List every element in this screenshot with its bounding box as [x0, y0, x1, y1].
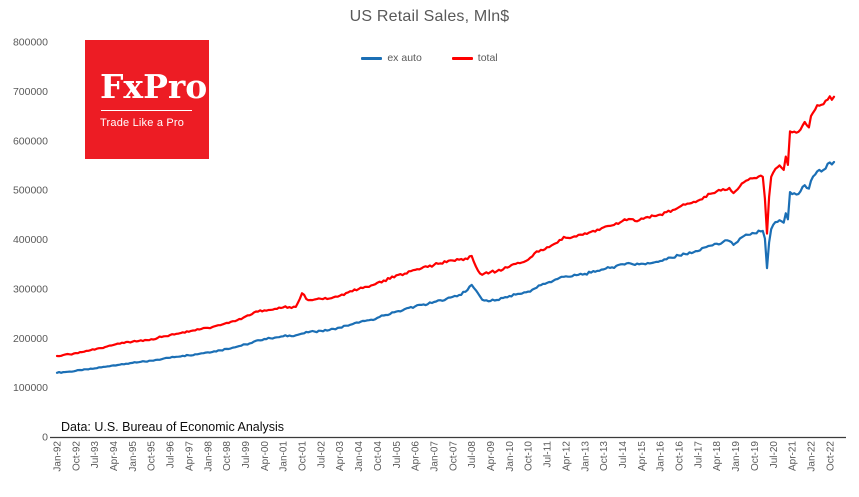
legend-swatch-total-icon: [451, 56, 473, 60]
fxpro-logo: FxPro Trade Like a Pro: [85, 40, 209, 159]
x-tick-label: Oct-19: [750, 441, 761, 471]
y-tick-label: 800000: [13, 37, 48, 49]
x-tick-label: Apr-06: [411, 441, 422, 471]
chart-legend: ex auto total: [0, 52, 859, 64]
x-tick-label: Jul-96: [166, 441, 177, 469]
source-note: Data: U.S. Bureau of Economic Analysis: [61, 420, 285, 434]
y-tick-label: 300000: [13, 283, 48, 295]
x-tick-label: Oct-95: [147, 441, 158, 471]
x-tick-label: Oct-01: [298, 441, 309, 471]
legend-swatch-ex-auto-icon: [361, 56, 383, 60]
x-tick-label: Jul-14: [618, 441, 629, 469]
fxpro-logo-tagline: Trade Like a Pro: [100, 117, 185, 129]
x-tick-label: Jan-95: [128, 441, 139, 472]
legend-item-total[interactable]: total: [451, 52, 498, 64]
x-tick-label: Oct-10: [524, 441, 535, 471]
legend-label-ex-auto: ex auto: [387, 52, 422, 64]
x-tick-label: Oct-22: [825, 441, 836, 471]
x-tick-label: Apr-09: [486, 441, 497, 471]
x-tick-label: Jul-11: [543, 441, 554, 468]
x-tick-label: Apr-94: [109, 441, 120, 471]
y-tick-label: 600000: [13, 135, 48, 147]
x-tick-label: Jan-13: [580, 441, 591, 472]
x-tick-label: Jan-07: [429, 441, 440, 472]
x-tick-label: Jul-20: [769, 441, 780, 469]
x-tick-label: Apr-18: [712, 441, 723, 471]
y-tick-label: 400000: [13, 234, 48, 246]
x-tick-label: Jul-93: [90, 441, 101, 469]
legend-label-total: total: [477, 52, 498, 64]
x-tick-label: Apr-97: [184, 441, 195, 471]
fxpro-logo-brand: FxPro: [100, 67, 208, 106]
x-tick-label: Jan-19: [731, 441, 742, 472]
x-tick-label: Jan-98: [203, 441, 214, 472]
x-tick-label: Jan-01: [279, 441, 290, 472]
x-tick-label: Apr-00: [260, 441, 271, 471]
series-line-total: [55, 95, 836, 358]
series-line-ex-auto: [55, 160, 836, 374]
y-tick-label: 0: [42, 432, 48, 444]
y-tick-label: 100000: [13, 382, 48, 394]
fxpro-logo-rule: [101, 110, 192, 111]
x-tick-label: Jul-05: [392, 441, 403, 469]
x-tick-label: Oct-07: [448, 441, 459, 471]
x-tick-label: Jan-10: [505, 441, 516, 472]
x-tick-label: Jan-04: [354, 441, 365, 472]
x-tick-label: Oct-16: [675, 441, 686, 471]
x-tick-label: Jul-08: [467, 441, 478, 469]
x-tick-label: Oct-92: [71, 441, 82, 471]
x-tick-label: Jul-17: [693, 441, 704, 469]
x-tick-label: Jul-02: [316, 441, 327, 469]
x-tick-label: Jul-99: [241, 441, 252, 469]
legend-item-ex-auto[interactable]: ex auto: [361, 52, 422, 64]
x-tick-label: Oct-13: [599, 441, 610, 471]
x-tick-label: Jan-22: [806, 441, 817, 472]
chart-title: US Retail Sales, Mln$: [349, 8, 510, 25]
y-tick-label: 700000: [13, 86, 48, 98]
x-tick-label: Jan-92: [53, 441, 64, 472]
x-tick-label: Jan-16: [656, 441, 667, 472]
x-tick-label: Oct-04: [373, 441, 384, 471]
x-tick-label: Apr-15: [637, 441, 648, 471]
x-tick-label: Oct-98: [222, 441, 233, 471]
x-tick-label: Apr-21: [788, 441, 799, 471]
y-tick-label: 500000: [13, 185, 48, 197]
x-tick-label: Apr-12: [561, 441, 572, 471]
x-tick-label: Apr-03: [335, 441, 346, 471]
y-tick-label: 200000: [13, 333, 48, 345]
